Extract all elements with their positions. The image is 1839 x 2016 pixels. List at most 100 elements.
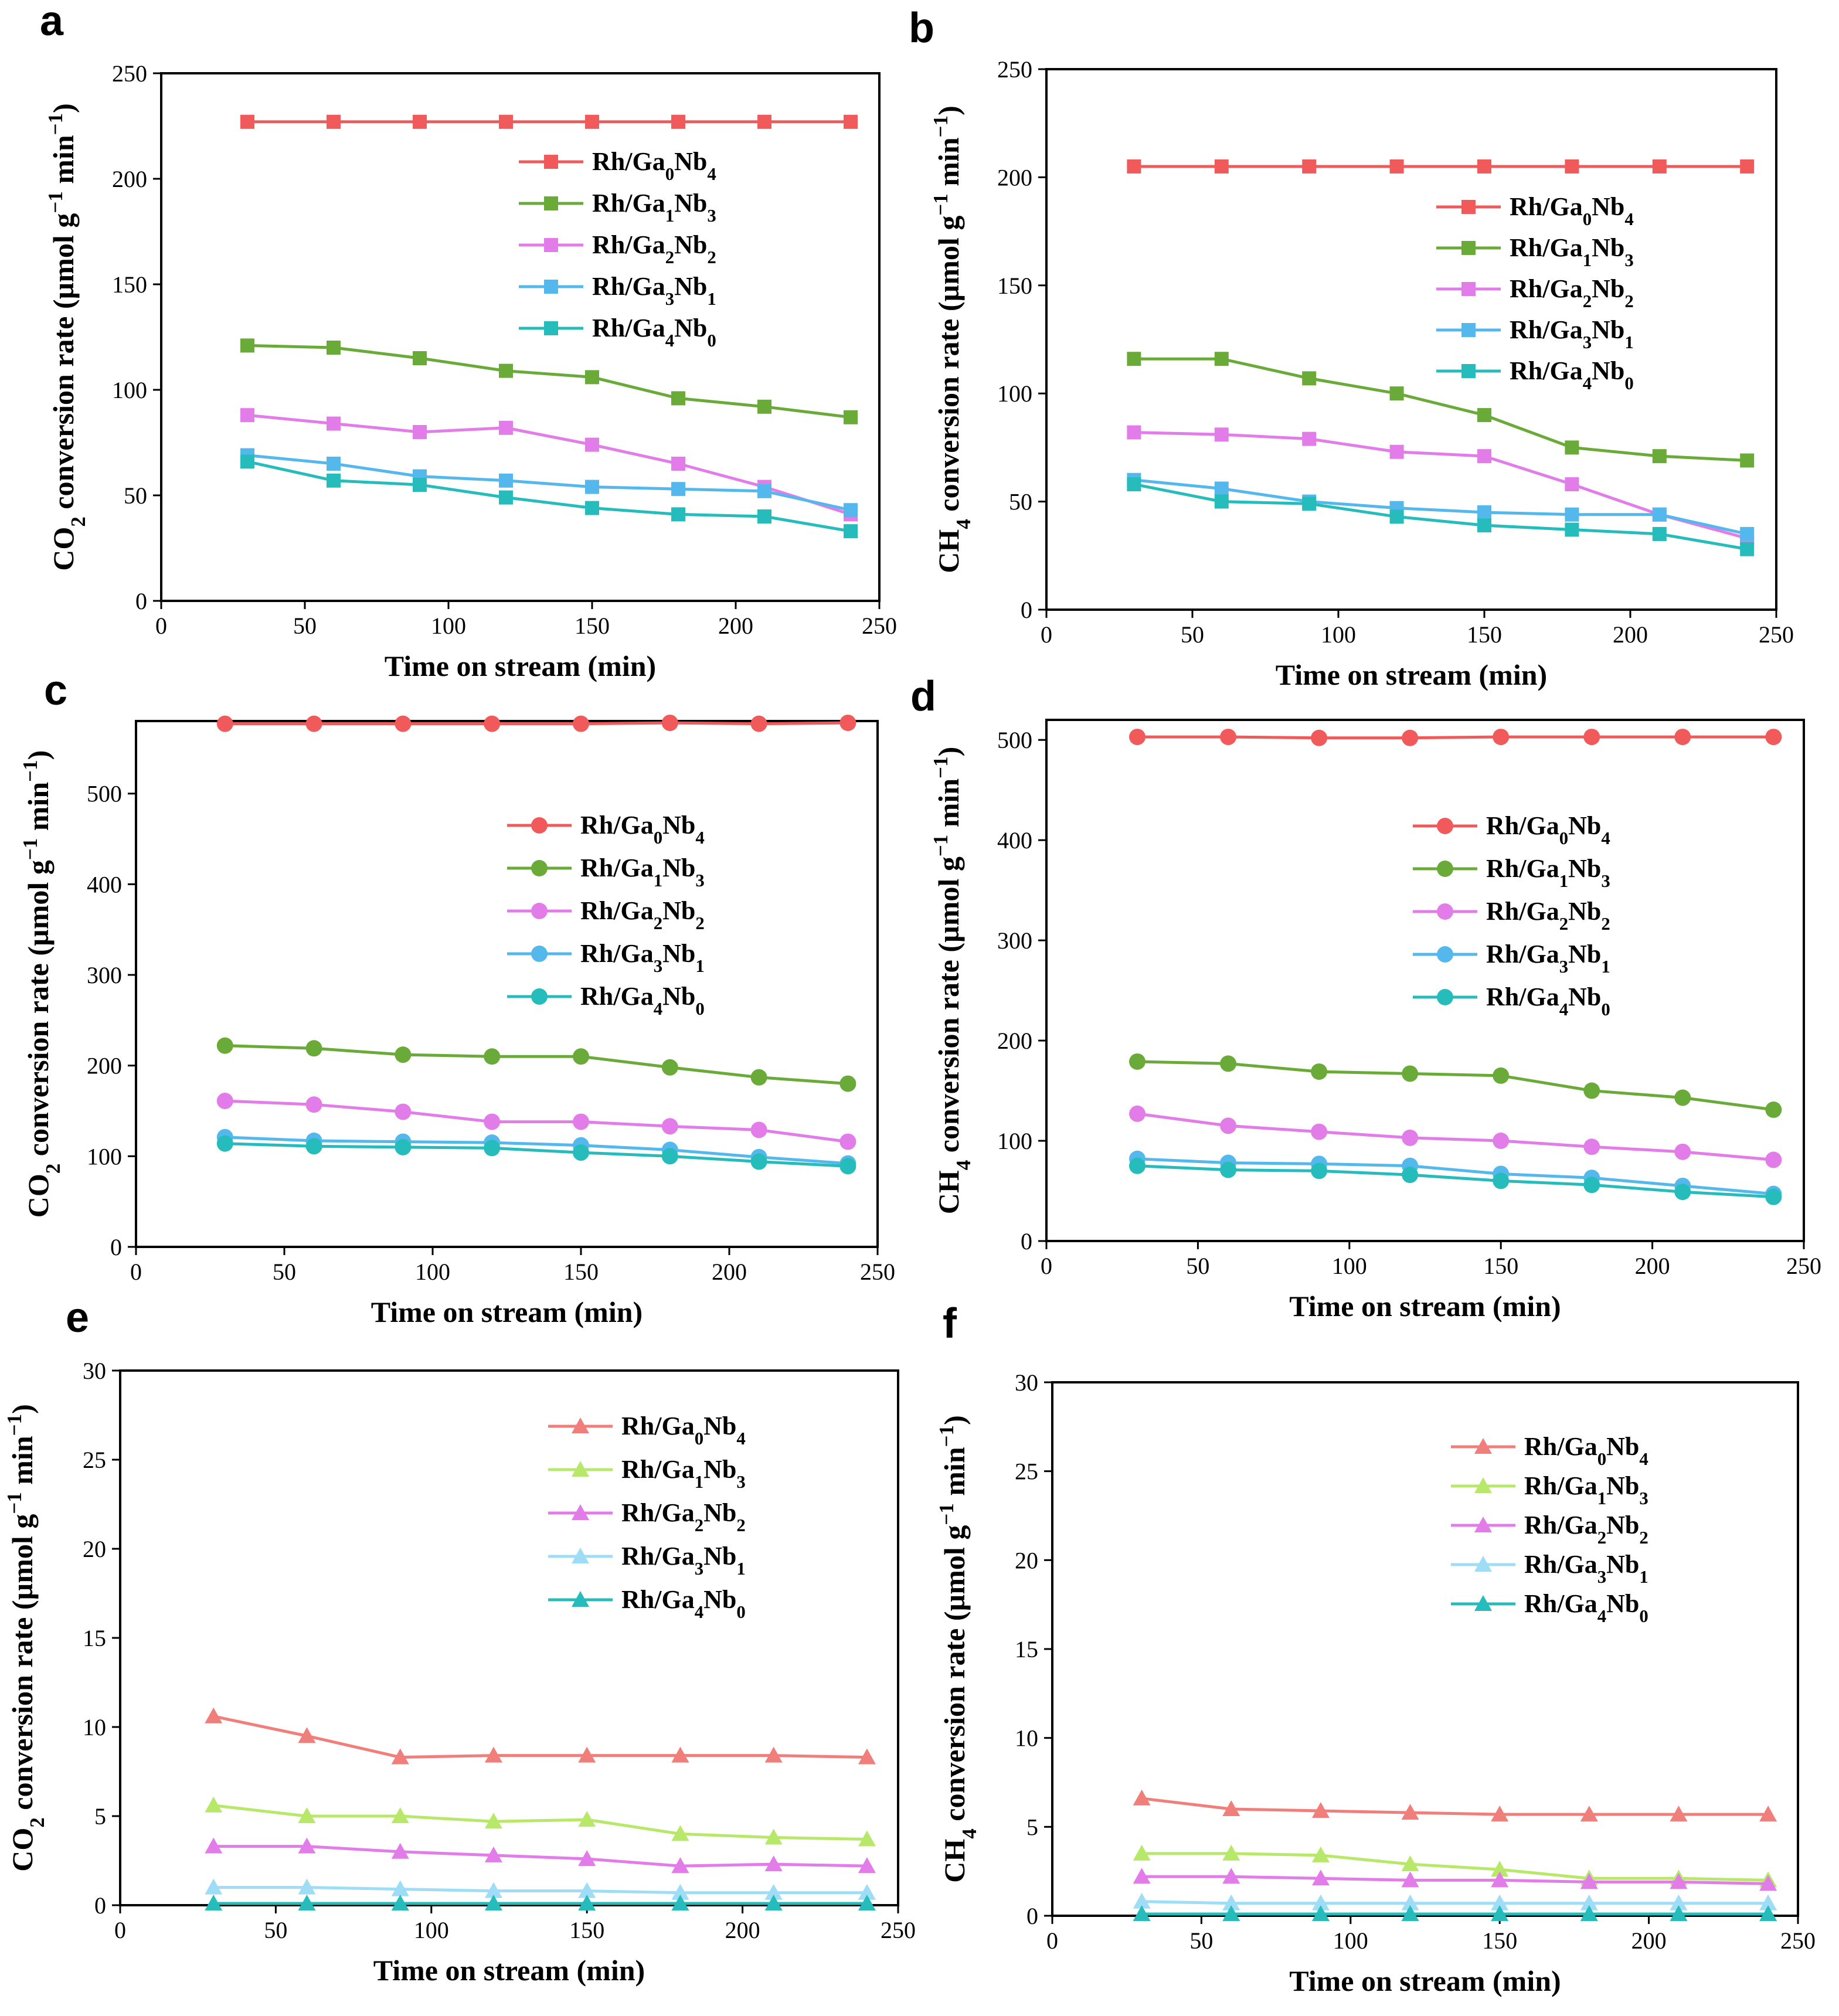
y-tick-label: 250 (997, 56, 1032, 83)
legend-marker (544, 155, 558, 169)
legend-entry: Rh/Ga1Nb3 (519, 189, 716, 226)
data-point (757, 114, 771, 129)
text-run: Nb (662, 982, 695, 1011)
data-point (327, 457, 341, 471)
x-tick-label: 0 (155, 613, 167, 639)
subscript: 1 (1624, 332, 1633, 352)
subscript: 2 (695, 1515, 703, 1535)
y-tick-label: 0 (135, 588, 147, 614)
subscript: 2 (1597, 1528, 1606, 1548)
data-point (1477, 518, 1491, 533)
data-point (205, 1878, 223, 1895)
series-line (213, 1804, 867, 1841)
subscript: 2 (695, 913, 704, 933)
data-point (298, 1837, 316, 1854)
data-point (1670, 1873, 1688, 1889)
data-point (578, 1882, 596, 1898)
y-tick-label: 400 (87, 871, 122, 897)
data-point (1652, 526, 1667, 541)
text-run: Nb (703, 1542, 736, 1570)
data-point (205, 1837, 223, 1854)
x-tick-label: 150 (563, 1259, 599, 1285)
y-tick-label: 500 (997, 727, 1032, 753)
text-run: min (22, 782, 55, 838)
y-tick-label: 25 (83, 1447, 106, 1473)
data-point (1583, 1138, 1600, 1155)
y-axis-title: CO2 conversion rate (µmol g−1 min−1) (44, 103, 90, 571)
data-point (573, 1113, 589, 1130)
legend-marker (544, 280, 558, 294)
data-point (499, 363, 513, 378)
data-point (1740, 526, 1755, 541)
legend-label: Rh/Ga4Nb0 (1524, 1589, 1648, 1626)
data-point (1477, 505, 1491, 520)
legend-marker (544, 321, 558, 335)
data-point (1493, 729, 1510, 746)
data-point (1302, 497, 1317, 511)
superscript: −1 (3, 1414, 26, 1436)
text-run: Nb (662, 896, 695, 925)
subscript: 2 (665, 247, 674, 267)
x-axis-title: Time on stream (min) (371, 1296, 643, 1328)
data-point (216, 715, 233, 732)
plot-frame (1045, 719, 1805, 1242)
data-point (305, 715, 322, 732)
data-point (484, 715, 501, 732)
series-line (225, 721, 848, 726)
subscript: 0 (707, 331, 716, 351)
text-run: CO (47, 527, 80, 571)
data-point (578, 1746, 596, 1763)
data-point (1127, 159, 1141, 174)
data-point (1765, 1102, 1782, 1119)
x-tick-label: 50 (264, 1917, 287, 1943)
text-run: conversion rate (µmol g (22, 860, 55, 1164)
data-point (1493, 1172, 1510, 1189)
data-point (240, 338, 254, 353)
legend-marker (544, 196, 558, 210)
subscript: 4 (707, 164, 716, 184)
text-run: min (932, 778, 965, 835)
data-point (1674, 1089, 1691, 1106)
y-tick-label: 0 (1021, 597, 1032, 623)
x-tick-label: 50 (1181, 621, 1204, 648)
legend-label: Rh/Ga3Nb1 (580, 939, 705, 976)
data-point (391, 1894, 409, 1910)
data-point (671, 1894, 689, 1910)
subscript: 3 (1639, 1488, 1648, 1508)
data-point (1311, 729, 1328, 746)
y-tick-label: 20 (83, 1536, 106, 1562)
series-rh-ga4nb0 (205, 1894, 876, 1910)
data-point (499, 473, 513, 488)
legend-entry: Rh/Ga3Nb1 (1436, 315, 1634, 352)
x-tick-label: 200 (1613, 621, 1648, 648)
data-point (839, 715, 856, 732)
legend-label: Rh/Ga4Nb0 (1510, 356, 1634, 393)
data-point (671, 482, 685, 497)
y-tick-label: 100 (87, 1143, 122, 1170)
text-run: conversion rate (µmol g (932, 856, 965, 1160)
legend-marker (572, 1591, 589, 1607)
data-point (216, 1037, 233, 1054)
y-tick-label: 400 (997, 827, 1032, 854)
text-run: CH (932, 529, 965, 573)
legend-entry: Rh/Ga0Nb4 (519, 147, 716, 184)
x-tick-label: 200 (725, 1917, 760, 1943)
data-point (1401, 1855, 1419, 1872)
subscript: 3 (1601, 871, 1610, 891)
text-run: Nb (662, 939, 695, 968)
y-tick-label: 200 (87, 1053, 122, 1079)
text-run: ) (6, 1404, 39, 1414)
subscript: 1 (736, 1559, 745, 1579)
text-run: Rh/Ga (1524, 1589, 1597, 1618)
subscript: 3 (665, 289, 674, 309)
legend-label: Rh/Ga4Nb0 (1486, 982, 1610, 1019)
data-point (298, 1878, 316, 1895)
text-run: ) (932, 106, 965, 115)
legend-marker (1437, 818, 1453, 834)
x-tick-label: 50 (1186, 1253, 1209, 1279)
series-rh-ga0nb4 (240, 114, 858, 129)
subscript: 4 (1624, 209, 1633, 229)
legend-label: Rh/Ga0Nb4 (1524, 1432, 1648, 1469)
data-point (413, 478, 427, 492)
x-tick-label: 50 (273, 1259, 296, 1285)
